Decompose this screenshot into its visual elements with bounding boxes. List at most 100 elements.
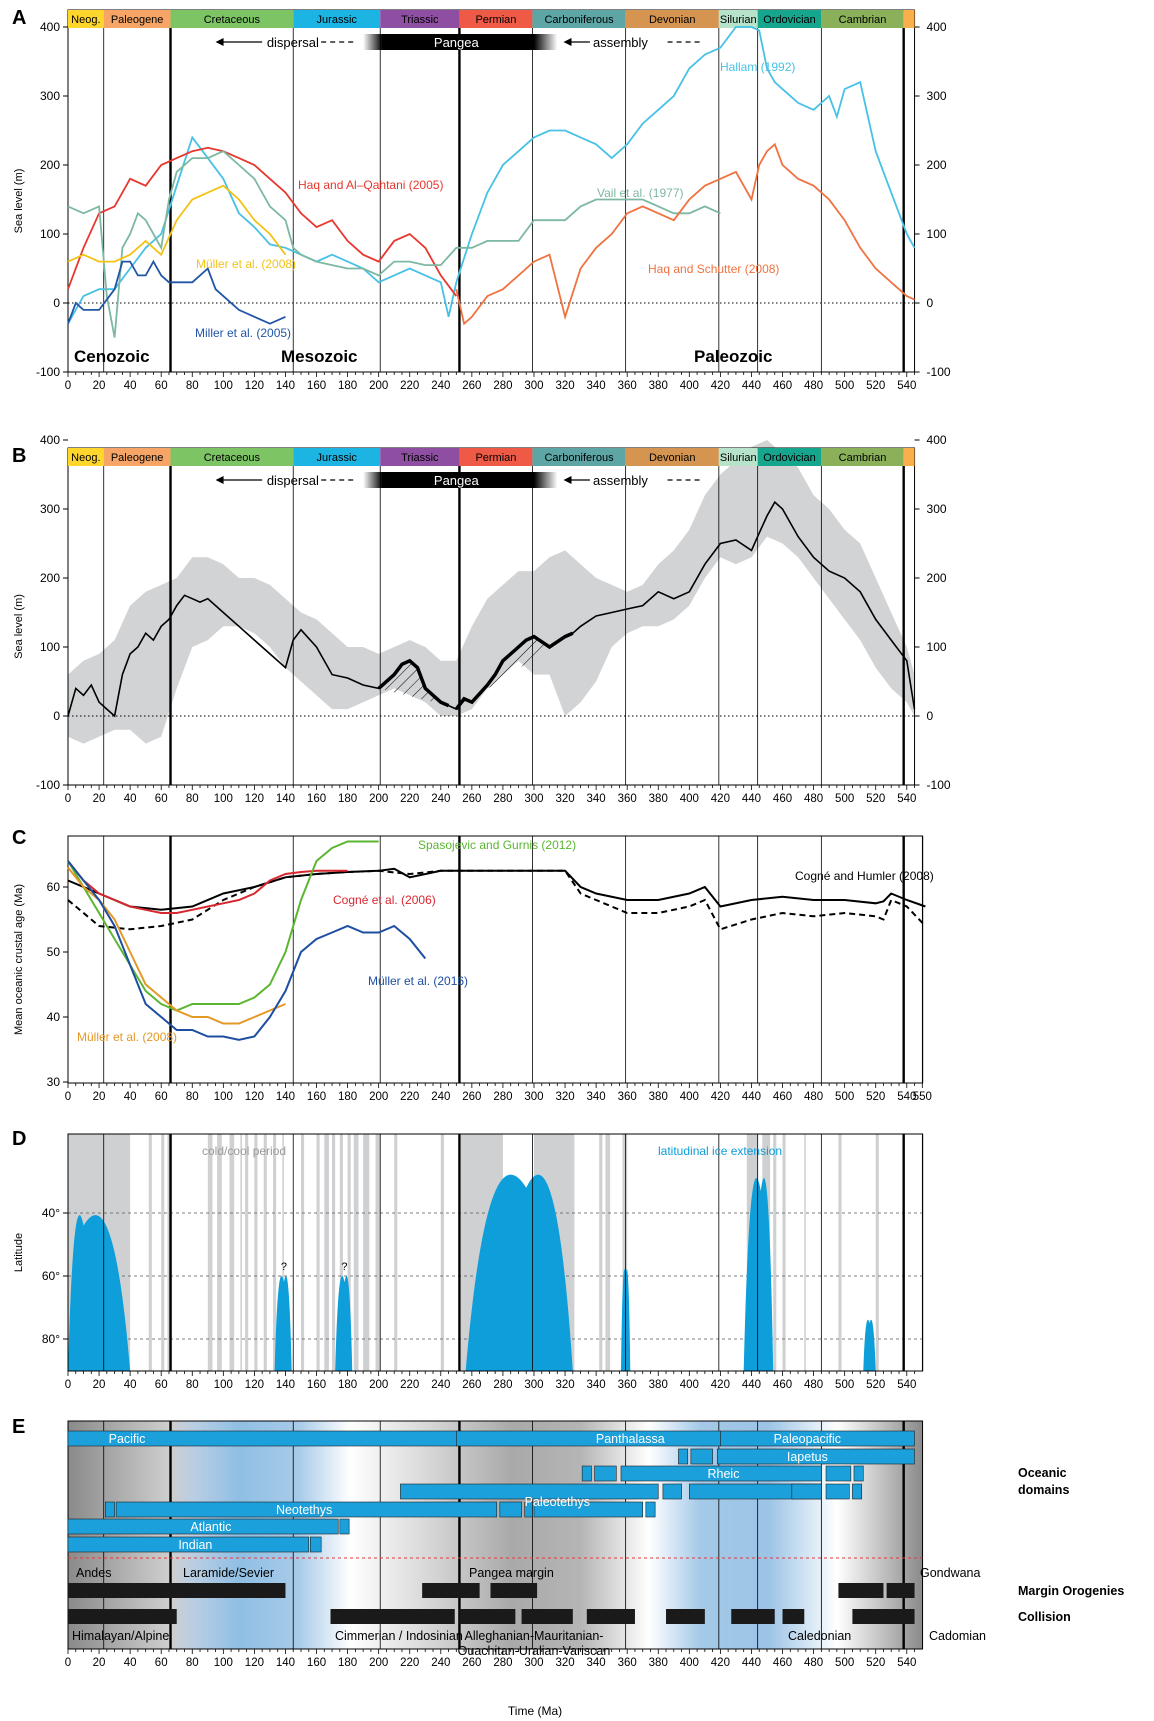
margin-orogeny-bar	[838, 1583, 884, 1598]
time-tick-label: 200	[369, 1379, 388, 1391]
series-line	[67, 26, 916, 325]
label-andes: Andes	[76, 1566, 111, 1580]
y-tick-label: 60	[47, 880, 61, 894]
collision-bar	[68, 1609, 177, 1624]
series-label-vail: Vail et al. (1977)	[597, 186, 684, 200]
series-label-hallam: Hallam (1992)	[720, 60, 795, 74]
time-tick-label: 40	[124, 1379, 137, 1391]
pangea-bar	[363, 472, 558, 488]
series-line	[67, 146, 458, 297]
time-tick-label: 420	[711, 793, 730, 805]
period-band	[903, 10, 915, 28]
panel-letter: A	[12, 7, 26, 29]
y-tick-label: 200	[40, 158, 60, 172]
ice-extension-area	[335, 1275, 353, 1371]
y-tick-label: 50	[47, 945, 61, 959]
panel-e: E Pacific Panthalassa Paleopacific Iapetus Rh…	[12, 1416, 1124, 1669]
ocean-bar	[853, 1465, 864, 1482]
time-tick-label: 320	[555, 1091, 574, 1103]
side-label-margin-orogenies: Margin Orogenies	[1018, 1584, 1124, 1598]
time-tick-label: 100	[214, 1657, 233, 1669]
ocean-bar	[678, 1448, 689, 1465]
margin-orogeny-bar	[886, 1583, 915, 1598]
time-tick-label: 340	[587, 1091, 606, 1103]
dispersal-label: dispersal	[267, 473, 319, 488]
cold-period-band	[782, 1134, 786, 1371]
time-tick-label: 220	[400, 1091, 419, 1103]
ocean-bar	[594, 1465, 617, 1482]
y-tick-label-right: 200	[927, 571, 947, 585]
panel-letter: B	[12, 445, 26, 467]
period-label: Devonian	[649, 452, 695, 464]
time-tick-label: 420	[711, 380, 730, 392]
series-label-haq-alqahtani: Haq and Al–Qahtani (2005)	[298, 178, 443, 192]
time-tick-label: 500	[835, 380, 854, 392]
time-tick-label: 360	[618, 1091, 637, 1103]
cold-period-band	[622, 1134, 628, 1371]
time-tick-label: 200	[369, 380, 388, 392]
y-tick-label: 80°	[42, 1332, 60, 1346]
time-tick-label: 200	[369, 793, 388, 805]
time-tick-label: 0	[65, 793, 71, 805]
time-tick-label: 140	[276, 380, 295, 392]
panel-a: Neog. Paleogene Cretaceous Jurassic Triassic…	[12, 7, 951, 392]
dispersal-arrowhead	[215, 38, 224, 46]
time-tick-label: 100	[214, 380, 233, 392]
collision-bar	[731, 1609, 775, 1624]
time-tick-label: 120	[245, 1379, 264, 1391]
period-band	[718, 10, 758, 28]
time-tick-label: 220	[400, 380, 419, 392]
y-tick-label-right: 300	[927, 89, 947, 103]
assembly-label: assembly	[593, 35, 648, 50]
panel-letter: C	[12, 827, 26, 849]
time-tick-label: 440	[742, 1657, 761, 1669]
time-tick-label: 480	[804, 1657, 823, 1669]
time-tick-label: 20	[93, 380, 106, 392]
ocean-bar	[645, 1501, 656, 1518]
period-label: Cretaceous	[204, 452, 261, 464]
y-tick-label: 0	[53, 296, 60, 310]
time-tick-label: 260	[462, 793, 481, 805]
time-tick-label: 280	[493, 793, 512, 805]
time-tick-label: 200	[369, 1091, 388, 1103]
margin-orogeny-bar	[68, 1583, 286, 1598]
period-band	[532, 448, 626, 466]
ocean-bar	[533, 1501, 644, 1518]
time-tick-label: 460	[773, 1091, 792, 1103]
time-tick-label: 60	[155, 1657, 168, 1669]
time-tick-label: 300	[524, 793, 543, 805]
time-tick-label: 0	[65, 1657, 71, 1669]
side-label-oceanic: Oceanic	[1018, 1466, 1067, 1480]
time-tick-label: 360	[618, 1379, 637, 1391]
time-tick-label: 140	[276, 1379, 295, 1391]
collision-bar	[521, 1609, 573, 1624]
series-line	[67, 860, 348, 914]
time-tick-label: 80	[186, 793, 199, 805]
y-axis-label: Mean oceanic crustal age (Ma)	[13, 884, 25, 1035]
cold-period-band	[375, 1134, 381, 1371]
ocean-label-paleotethys: Paleotethys	[525, 1495, 590, 1509]
time-tick-label: 100	[214, 793, 233, 805]
ocean-bar	[662, 1483, 682, 1500]
period-label: Paleogene	[111, 452, 164, 464]
period-band	[103, 10, 171, 28]
collision-bar	[330, 1609, 455, 1624]
ocean-bar	[310, 1536, 322, 1553]
cold-period-band	[254, 1134, 258, 1371]
y-axis-label: Sea level (m)	[13, 169, 25, 234]
dispersal-label: dispersal	[267, 35, 319, 50]
time-tick-label: 340	[587, 1379, 606, 1391]
time-tick-label: 40	[124, 380, 137, 392]
cold-period-band	[217, 1134, 222, 1371]
y-tick-label-right: -100	[927, 365, 951, 379]
time-tick-label: 280	[493, 1657, 512, 1669]
period-label: Ordovician	[763, 452, 816, 464]
ocean-bar	[67, 1518, 339, 1535]
y-tick-label-right: 400	[927, 20, 947, 34]
era-label-paleozoic: Paleozoic	[694, 347, 772, 366]
time-tick-label: 460	[773, 380, 792, 392]
time-tick-label: 340	[587, 793, 606, 805]
ice-extension-area	[743, 1177, 774, 1371]
time-tick-label: 320	[555, 1657, 574, 1669]
y-tick-label: 200	[40, 571, 60, 585]
